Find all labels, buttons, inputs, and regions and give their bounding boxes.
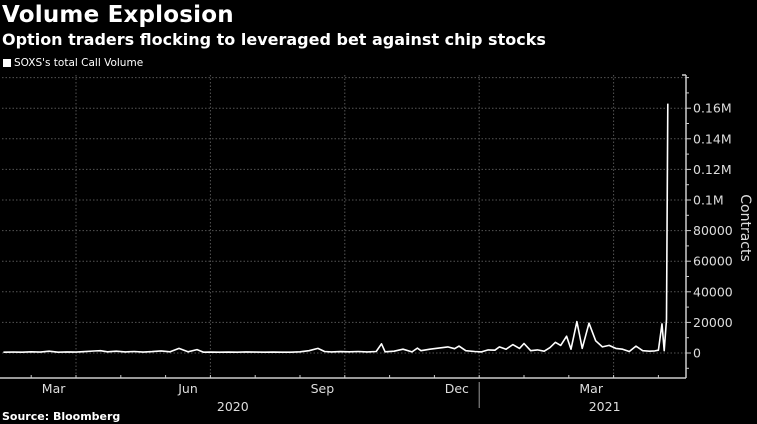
x-tick-label: Dec bbox=[445, 381, 469, 396]
y-tick-label: 0.12M bbox=[693, 162, 732, 177]
y-axis-label: Contracts bbox=[737, 194, 753, 262]
x-tick-label: Mar bbox=[42, 381, 66, 396]
chart-subtitle: Option traders flocking to leveraged bet… bbox=[2, 30, 546, 49]
y-tick-label: 80000 bbox=[693, 223, 733, 238]
y-tick-label: 0.14M bbox=[693, 131, 732, 146]
legend-label: SOXS's total Call Volume bbox=[14, 57, 144, 69]
x-tick-label: Mar bbox=[579, 381, 603, 396]
series bbox=[3, 103, 669, 354]
x-year-label: 2021 bbox=[589, 399, 621, 414]
x-tick-label: Sep bbox=[311, 381, 335, 396]
x-axis-ticks: Mar Jun Sep Dec Mar 2020 2021 bbox=[30, 375, 659, 414]
y-tick-label: 0.16M bbox=[693, 101, 732, 116]
y-tick-label: 60000 bbox=[693, 254, 733, 269]
grid-lines bbox=[2, 75, 686, 378]
legend-swatch-icon bbox=[3, 59, 11, 67]
x-year-label: 2020 bbox=[217, 399, 249, 414]
y-tick-label: 20000 bbox=[693, 315, 733, 330]
source-note: Source: Bloomberg bbox=[2, 410, 121, 423]
y-axis-ticks: 0 20000 40000 60000 80000 0.1M 0.12M 0.14M 0.16M bbox=[686, 77, 733, 369]
legend: SOXS's total Call Volume bbox=[3, 57, 143, 69]
chart-title: Volume Explosion bbox=[2, 2, 234, 28]
axes bbox=[0, 74, 687, 379]
y-tick-label: 40000 bbox=[693, 284, 733, 299]
x-tick-label: Jun bbox=[177, 381, 198, 396]
series-line bbox=[3, 103, 669, 354]
y-tick-label: 0 bbox=[693, 346, 701, 361]
y-tick-label: 0.1M bbox=[693, 193, 724, 208]
